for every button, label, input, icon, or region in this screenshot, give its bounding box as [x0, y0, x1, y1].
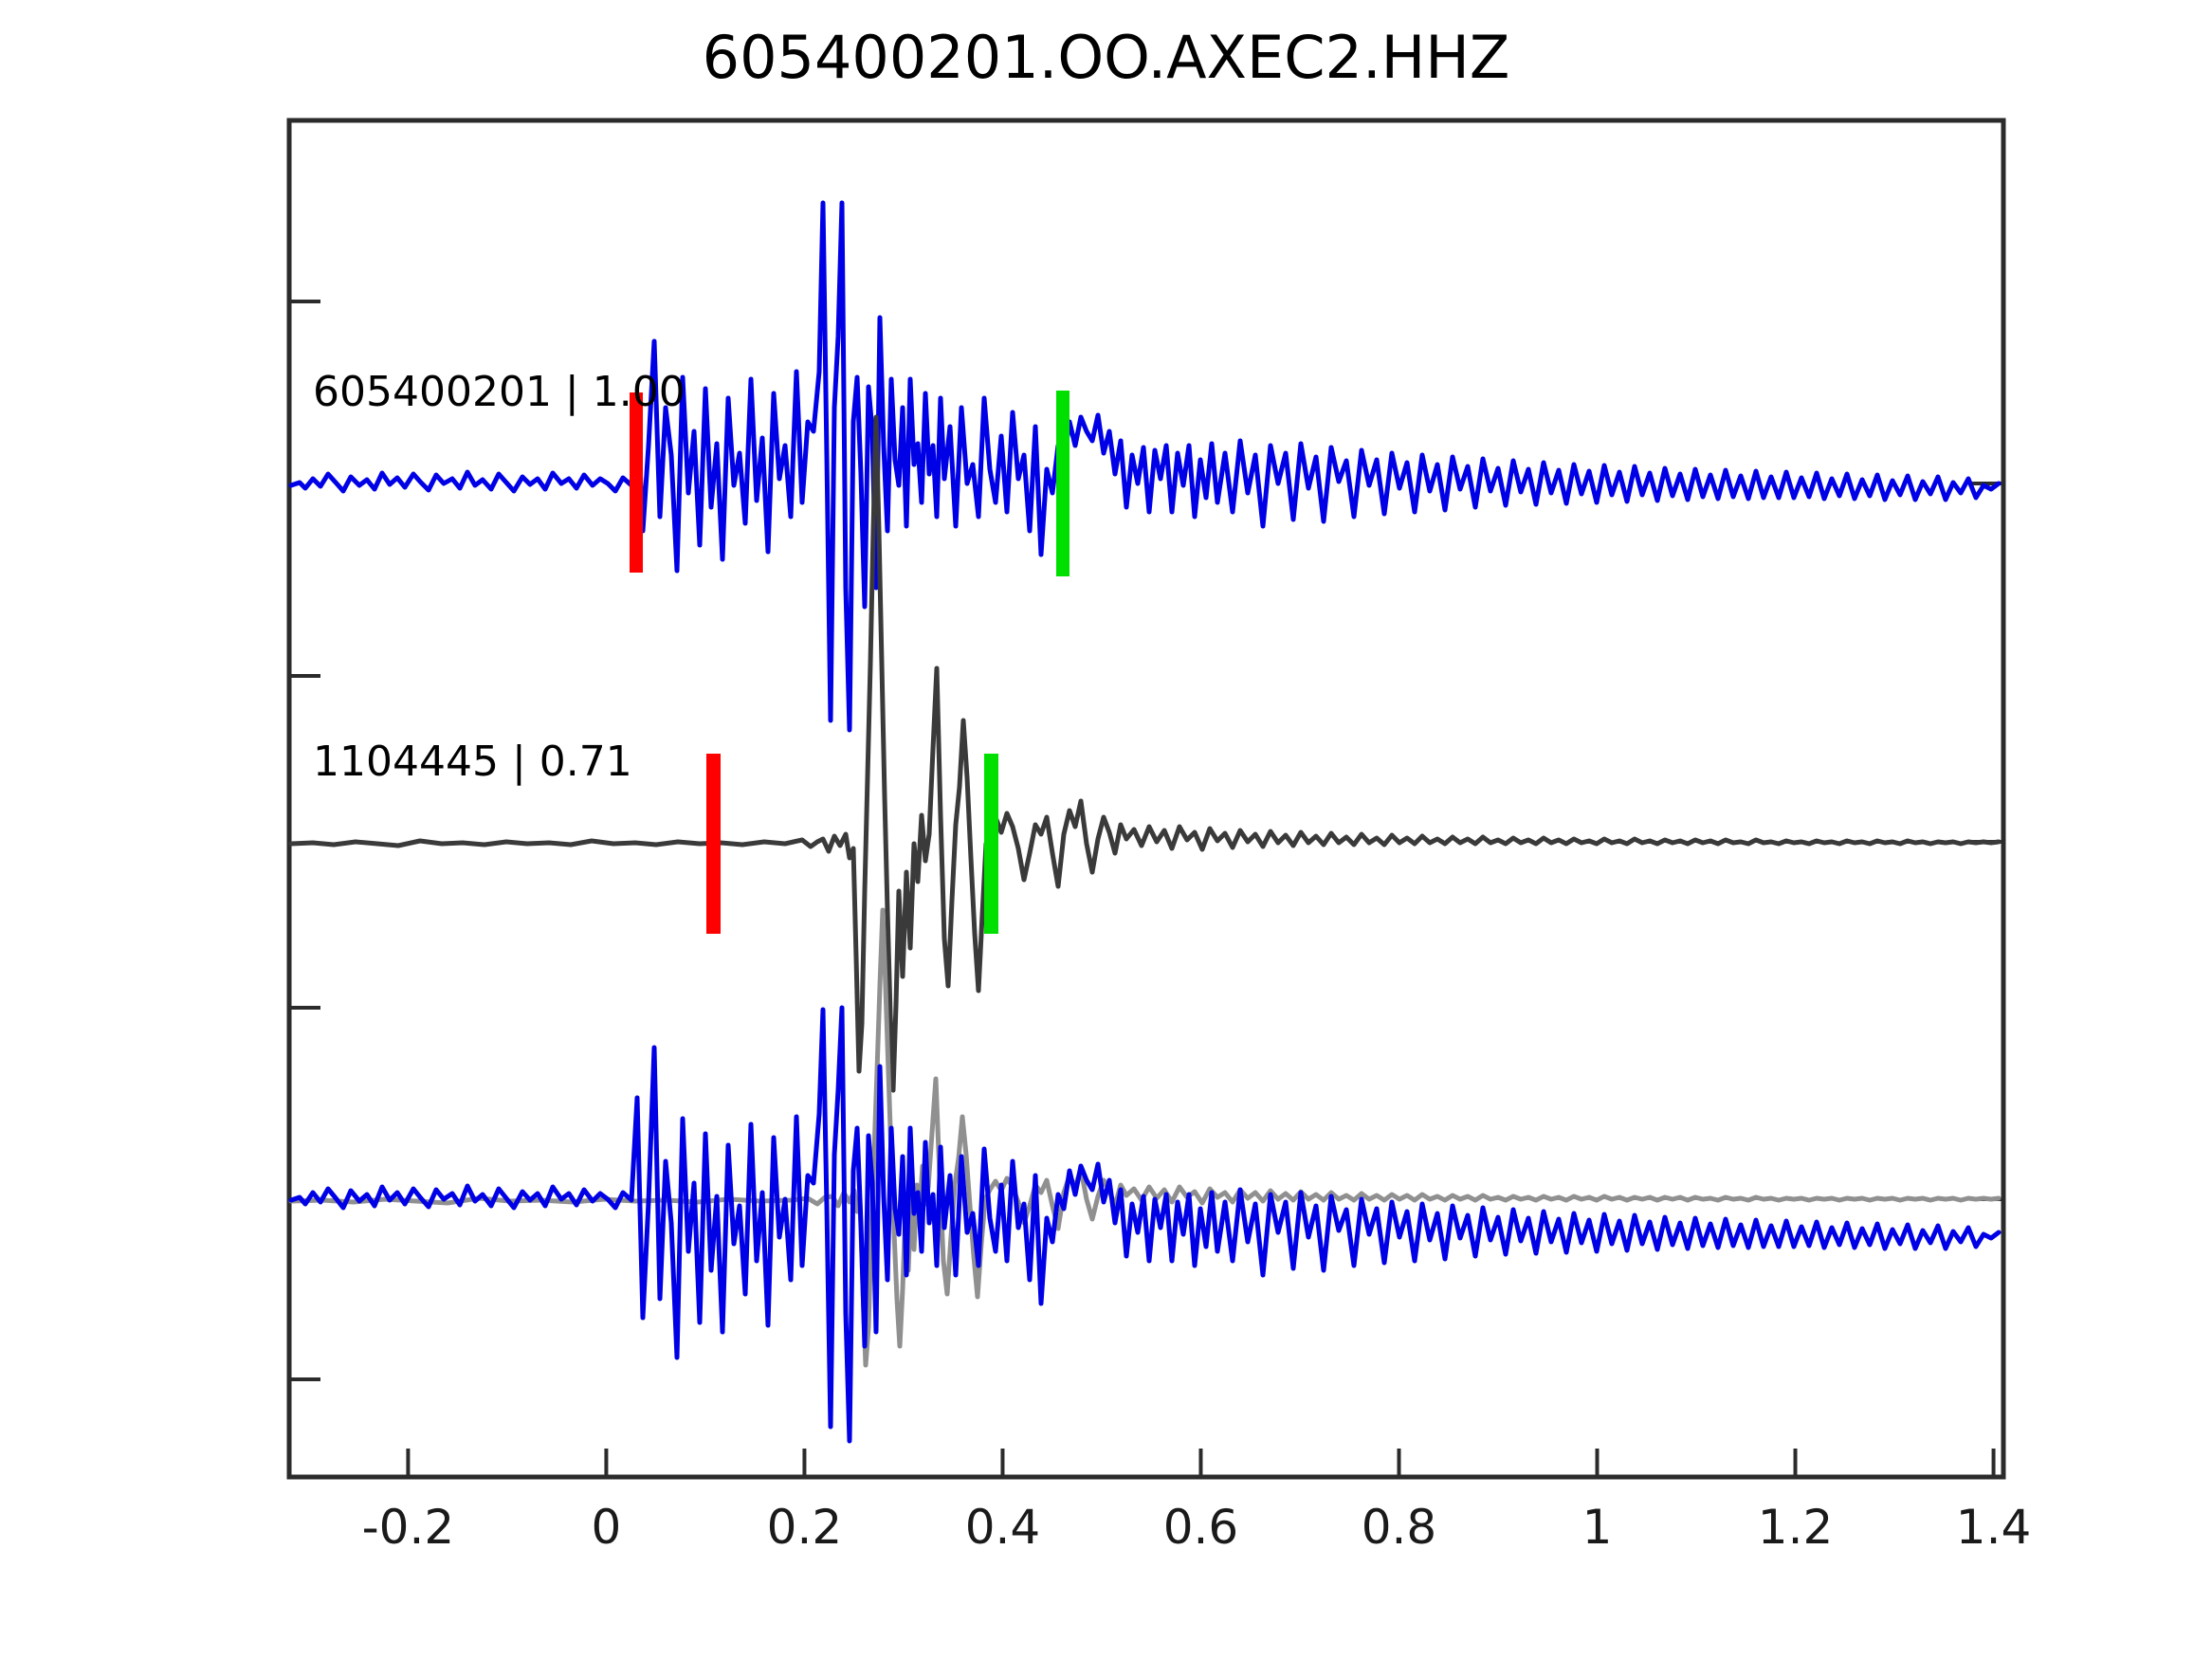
trace-3-group [288, 907, 2002, 1444]
pick-marker-s-trace2 [984, 754, 998, 934]
pick-marker-s-trace1 [1056, 391, 1069, 576]
x-tick-label: 0.8 [1362, 1500, 1437, 1555]
pick-marker-p-trace2 [706, 754, 721, 934]
x-tick-label: 0.2 [767, 1500, 843, 1555]
trace-1-group [288, 200, 2002, 733]
trace-2-label: 1104445 | 0.71 [313, 738, 632, 786]
trace-3-overlay-blue [288, 1005, 2002, 1444]
trace-1-waveform [288, 200, 2002, 733]
x-tick-label: 0.4 [965, 1500, 1041, 1555]
x-tick-label: 0 [592, 1500, 622, 1555]
trace-3-overlay-gray [288, 907, 2002, 1368]
trace-2-waveform [288, 414, 2002, 1093]
x-axis-tick-labels: -0.2 0 0.2 0.4 0.6 0.8 1 1.2 1.4 [362, 1500, 2032, 1555]
pick-marker-p-trace1 [630, 392, 643, 573]
x-tick-label: 1.4 [1956, 1500, 2032, 1555]
trace-2-group [288, 414, 2002, 1093]
page-title: 605400201.OO.AXEC2.HHZ [702, 23, 1510, 92]
x-axis-ticks [406, 1449, 1996, 1477]
trace-1-label: 605400201 | 1.00 [313, 368, 686, 416]
x-tick-label: 0.6 [1163, 1500, 1239, 1555]
x-tick-label: 1.2 [1758, 1500, 1834, 1555]
x-tick-label: -0.2 [362, 1500, 455, 1555]
axes-frame [286, 118, 2006, 1480]
x-tick-label: 1 [1582, 1500, 1613, 1555]
